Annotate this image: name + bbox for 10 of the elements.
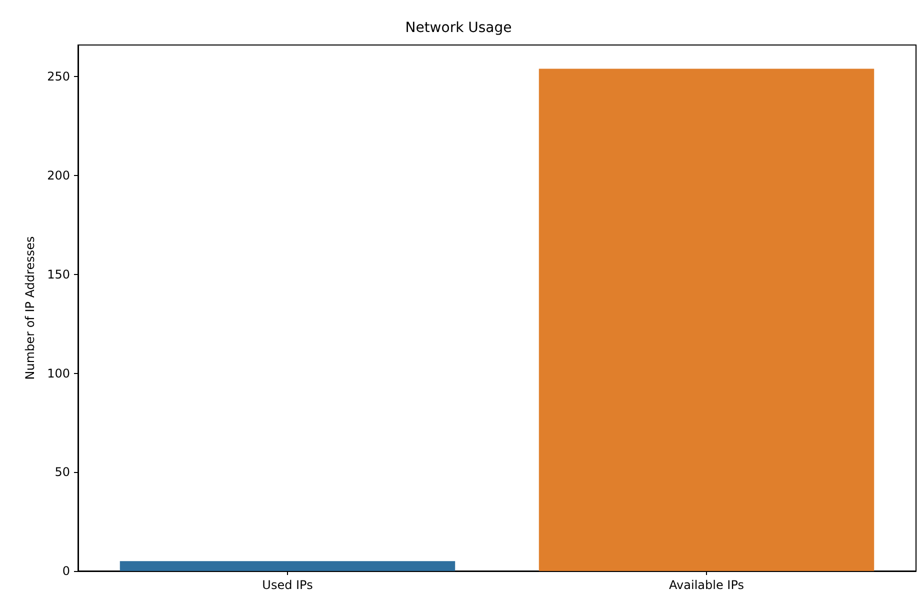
- y-tick-label: 100: [47, 366, 70, 380]
- y-tick-label: 50: [54, 465, 70, 480]
- y-tick-label: 150: [47, 267, 70, 282]
- y-tick-label: 250: [47, 70, 70, 84]
- y-tick-label: 0: [62, 564, 70, 578]
- x-tick-label: Used IPs: [262, 578, 313, 592]
- y-tick-label: 200: [47, 168, 70, 183]
- x-tick-label: Available IPs: [669, 578, 744, 592]
- y-axis-title: Number of IP Addresses: [23, 236, 37, 380]
- chart-title: Network Usage: [405, 20, 512, 36]
